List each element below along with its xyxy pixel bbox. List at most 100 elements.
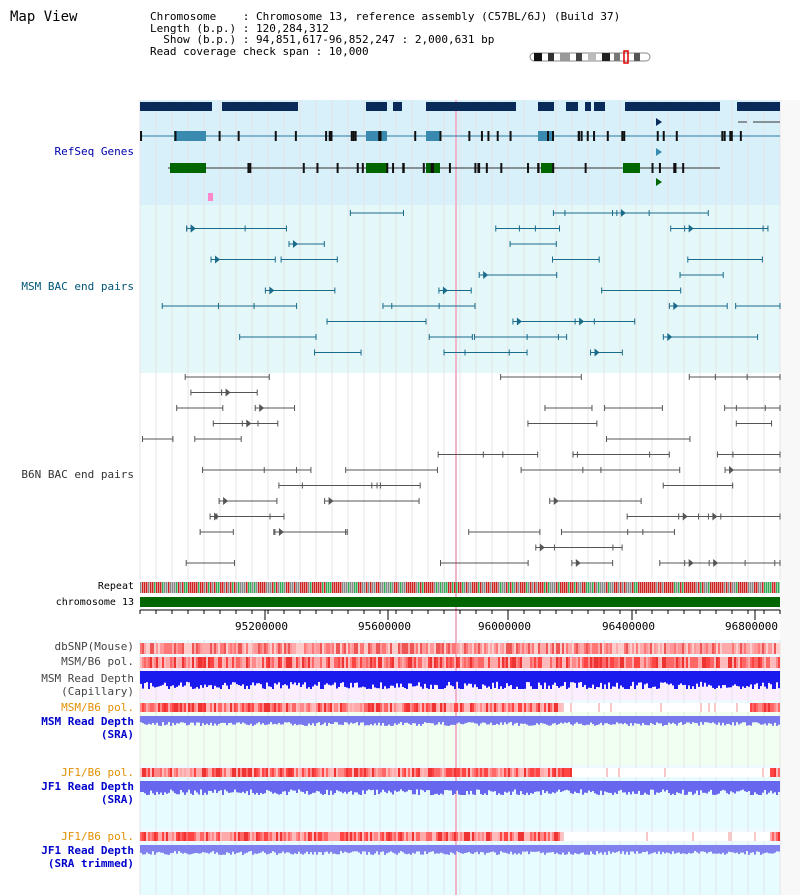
msm-sra-depth	[536, 716, 538, 724]
jf1-trim-depth	[324, 845, 326, 853]
jf1-trim-depth	[234, 845, 236, 855]
b6n-bac-pair-arrow	[225, 388, 231, 397]
jf1-pol-cell	[400, 768, 402, 777]
msm-pol-cell	[140, 657, 142, 668]
track-label-msm-depth-capillary[interactable]: MSM Read Depth	[41, 672, 134, 685]
msm-capillary-depth	[328, 671, 330, 685]
jf1-pol-cell	[352, 768, 354, 777]
jf1-pol2-cell	[438, 832, 440, 841]
repeat-element	[482, 582, 484, 593]
chromosome-value: Chromosome 13, reference assembly (C57BL…	[255, 10, 621, 23]
jf1-sra-depth	[450, 781, 452, 791]
msm-pol2-cell	[228, 703, 230, 712]
msm-capillary-depth	[180, 671, 182, 683]
repeat-element	[576, 582, 578, 593]
track-label-jf1-b6-pol-1[interactable]: JF1/B6 pol.	[61, 766, 134, 779]
jf1-pol-cell	[432, 768, 434, 777]
jf1-sra-depth	[482, 781, 484, 795]
msm-capillary-depth	[292, 671, 294, 685]
jf1-pol2-cell	[428, 832, 430, 841]
repeat-element	[450, 582, 452, 593]
msm-pol2-cell	[678, 703, 680, 712]
msm-sra-depth	[256, 716, 258, 724]
jf1-pol-cell	[598, 768, 600, 777]
msm-pol-cell	[648, 657, 650, 668]
gene-exon-tick	[302, 163, 305, 173]
jf1-pol2-cell	[330, 832, 332, 841]
jf1-pol2-cell	[560, 832, 562, 841]
jf1-pol2-cell	[456, 832, 458, 841]
jf1-pol-cell	[524, 768, 526, 777]
jf1-trim-depth	[646, 845, 648, 852]
jf1-trim-depth	[554, 845, 556, 854]
repeat-element	[616, 582, 618, 593]
msm-pol-cell	[538, 657, 540, 668]
msm-pol-cell	[198, 657, 200, 668]
msm-sra-depth	[626, 716, 628, 725]
msm-capillary-depth	[564, 671, 566, 683]
msm-pol-cell	[638, 657, 640, 668]
jf1-pol2-cell	[674, 832, 676, 841]
track-label-refseq[interactable]: RefSeq Genes	[54, 145, 134, 158]
dbsnp-cell	[690, 643, 692, 654]
jf1-pol-cell	[642, 768, 644, 777]
msm-pol-cell	[352, 657, 354, 668]
dbsnp-cell	[382, 643, 384, 654]
msm-pol2-cell	[372, 703, 374, 712]
repeat-element	[434, 582, 436, 593]
repeat-element	[592, 582, 594, 593]
jf1-pol2-cell	[732, 832, 734, 841]
track-label-jf1-b6-pol-2[interactable]: JF1/B6 pol.	[61, 830, 134, 843]
msm-pol-cell	[624, 657, 626, 668]
msm-sra-depth	[214, 716, 216, 724]
dbsnp-cell	[320, 643, 322, 654]
track-label-jf1-depth-trimmed[interactable]: JF1 Read Depth	[41, 844, 134, 857]
track-label-msm-b6-pol-2[interactable]: MSM/B6 pol.	[61, 701, 134, 714]
msm-bac-pair-arrow	[688, 224, 694, 233]
jf1-pol2-cell	[208, 832, 210, 841]
msm-pol2-cell	[714, 703, 716, 712]
jf1-pol2-cell	[736, 832, 738, 841]
dbsnp-cell	[186, 643, 188, 654]
jf1-trim-depth	[760, 845, 762, 855]
jf1-sra-depth	[240, 781, 242, 793]
msm-pol2-cell	[566, 703, 568, 712]
track-label-b6n-bac[interactable]: B6N BAC end pairs	[21, 468, 134, 481]
jf1-sra-depth	[162, 781, 164, 795]
repeat-element	[588, 582, 590, 593]
track-label-msm-bac[interactable]: MSM BAC end pairs	[21, 280, 134, 293]
track-label-msm-depth-sra[interactable]: MSM Read Depth	[41, 715, 134, 728]
jf1-pol-cell	[486, 768, 488, 777]
track-label-msm-b6-pol-1[interactable]: MSM/B6 pol.	[61, 655, 134, 668]
repeat-element	[620, 582, 622, 593]
jf1-pol-cell	[548, 768, 550, 777]
jf1-pol-cell	[312, 768, 314, 777]
jf1-trim-depth	[178, 845, 180, 852]
track-label-dbsnp[interactable]: dbSNP(Mouse)	[54, 640, 134, 653]
msm-pol2-cell	[362, 703, 364, 712]
gene-arrow	[656, 148, 662, 156]
msm-pol-cell	[240, 657, 242, 668]
track-label-jf1-depth-sra[interactable]: JF1 Read Depth	[41, 780, 134, 793]
msm-pol-cell	[504, 657, 506, 668]
msm-capillary-depth	[262, 671, 264, 689]
msm-pol-cell	[614, 657, 616, 668]
jf1-pol2-cell	[302, 832, 304, 841]
jf1-pol2-cell	[602, 832, 604, 841]
jf1-pol-cell	[594, 768, 596, 777]
track-label-repeat[interactable]: Repeat	[97, 581, 134, 592]
msm-pol-cell	[208, 657, 210, 668]
jf1-trim-depth	[174, 845, 176, 852]
repeat-element	[310, 582, 312, 593]
msm-pol-cell	[316, 657, 318, 668]
dbsnp-cell	[380, 643, 382, 654]
gene-exon-tick	[673, 163, 676, 173]
repeat-element	[394, 582, 396, 593]
jf1-sra-depth	[386, 781, 388, 794]
msm-pol2-cell	[574, 703, 576, 712]
jf1-trim-depth	[502, 845, 504, 853]
jf1-trim-depth	[368, 845, 370, 853]
msm-sra-depth	[376, 716, 378, 726]
repeat-element	[662, 582, 664, 593]
